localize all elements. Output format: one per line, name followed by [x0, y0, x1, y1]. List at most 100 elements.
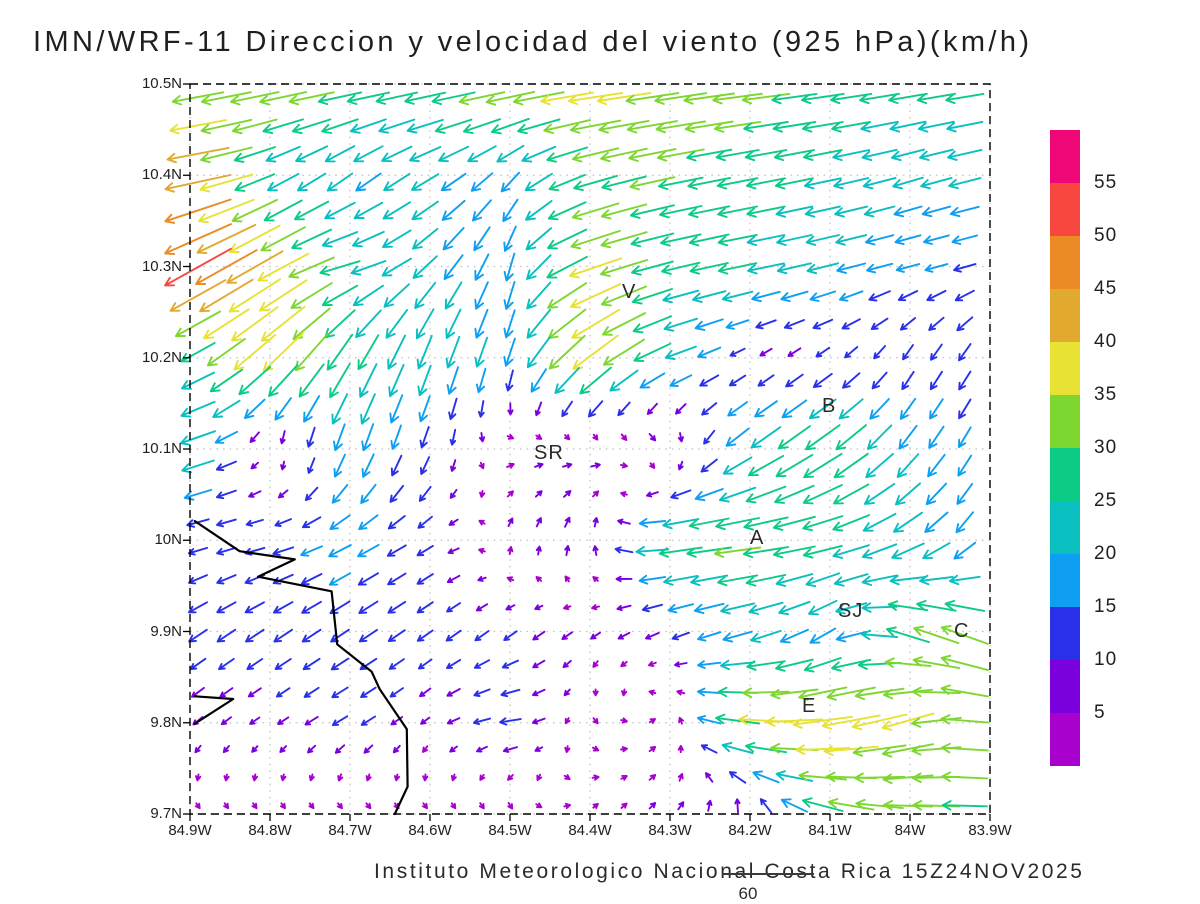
- wind-arrow: [526, 308, 552, 339]
- wind-arrow: [361, 423, 375, 452]
- wind-arrow: [383, 172, 411, 192]
- wind-arrow: [474, 253, 490, 281]
- wind-arrow: [540, 91, 595, 106]
- wind-arrow: [945, 92, 985, 105]
- chart-title: IMN/WRF-11 Direccion y velocidad del vie…: [33, 26, 1033, 58]
- wind-arrow: [446, 717, 461, 725]
- wind-arrow: [949, 205, 980, 218]
- wind-arrow: [418, 485, 432, 502]
- wind-arrow: [333, 453, 346, 478]
- x-tick-label: 84.9W: [168, 822, 212, 839]
- wind-arrow: [216, 601, 237, 614]
- wind-arrow: [259, 279, 308, 312]
- wind-arrow: [534, 462, 544, 469]
- wind-arrow: [317, 91, 363, 106]
- wind-arrow: [412, 255, 438, 279]
- wind-arrow: [547, 282, 588, 309]
- wind-arrow: [956, 482, 974, 505]
- wind-arrow: [649, 462, 656, 469]
- wind-arrow: [852, 744, 907, 757]
- wind-arrow: [296, 172, 327, 192]
- wind-arrow: [887, 600, 929, 612]
- wind-arrow: [179, 430, 217, 446]
- wind-arrow: [600, 231, 648, 249]
- wind-arrow: [924, 511, 949, 533]
- wind-arrow: [564, 745, 571, 753]
- wind-arrow: [830, 92, 873, 105]
- wind-arrow: [787, 347, 802, 357]
- wind-arrow: [617, 631, 631, 640]
- wind-arrow: [592, 576, 599, 583]
- wind-arrow: [251, 773, 259, 782]
- wind-arrow: [257, 252, 310, 282]
- wind-arrow: [304, 486, 319, 502]
- wind-arrow: [288, 91, 335, 106]
- wind-arrow: [164, 223, 232, 256]
- wind-arrow: [326, 172, 354, 192]
- wind-arrow: [442, 227, 465, 251]
- wind-arrow: [409, 146, 442, 163]
- wind-arrow: [505, 604, 516, 611]
- wind-arrow: [548, 334, 586, 370]
- wind-arrow: [562, 462, 573, 469]
- wind-arrow: [827, 798, 875, 811]
- wind-arrow: [416, 334, 433, 370]
- wind-arrow: [331, 715, 349, 727]
- wind-arrow: [629, 204, 675, 219]
- wind-arrow: [896, 453, 920, 478]
- wind-arrow: [930, 343, 943, 361]
- wind-arrow: [868, 290, 891, 302]
- wind-arrow: [446, 688, 461, 697]
- wind-arrow: [412, 227, 439, 250]
- wind-arrow: [546, 146, 589, 163]
- wind-arrow: [392, 744, 401, 754]
- wind-arrow: [925, 482, 948, 506]
- wind-arrow: [862, 512, 897, 532]
- wind-arrow: [300, 545, 323, 557]
- wind-arrow: [496, 144, 525, 163]
- wind-arrow: [500, 171, 521, 193]
- wind-arrow: [417, 515, 433, 529]
- wind-arrow: [670, 489, 692, 500]
- wind-arrow: [826, 686, 876, 701]
- wind-arrow: [722, 456, 753, 475]
- wind-arrow: [346, 91, 391, 105]
- wind-arrow: [592, 433, 599, 441]
- colorbar-segment: [1050, 501, 1080, 554]
- wind-arrow: [262, 332, 304, 372]
- wind-arrow: [383, 283, 411, 308]
- wind-arrow: [462, 118, 502, 135]
- wind-arrow: [389, 687, 404, 698]
- wind-arrow: [899, 397, 917, 420]
- wind-arrow: [835, 602, 868, 615]
- wind-arrow: [228, 278, 281, 313]
- wind-arrow: [378, 118, 416, 134]
- wind-arrow: [418, 395, 431, 423]
- wind-arrow: [416, 544, 434, 557]
- wind-arrow: [526, 336, 551, 369]
- wind-arrow: [630, 232, 675, 248]
- wind-arrow: [507, 402, 514, 416]
- wind-arrow: [375, 91, 419, 105]
- colorbar-label: 40: [1094, 331, 1118, 352]
- wind-arrow: [422, 745, 429, 753]
- wind-arrow: [234, 173, 276, 192]
- wind-arrow: [715, 149, 760, 162]
- wind-arrow: [834, 205, 869, 218]
- wind-arrow: [890, 148, 926, 162]
- wind-arrow: [450, 802, 457, 810]
- wind-arrow: [417, 658, 433, 670]
- wind-arrow: [233, 334, 277, 371]
- wind-arrow: [419, 687, 432, 698]
- wind-arrow: [884, 657, 932, 668]
- wind-arrow: [326, 333, 354, 371]
- wind-arrow: [324, 309, 356, 339]
- wind-arrow: [419, 456, 431, 475]
- wind-arrow: [917, 120, 955, 133]
- wind-arrow: [802, 484, 843, 505]
- wind-arrow: [337, 773, 344, 782]
- wind-arrow: [219, 687, 234, 698]
- wind-arrow: [706, 799, 713, 812]
- wind-arrow: [535, 545, 542, 556]
- coastline: [193, 519, 409, 816]
